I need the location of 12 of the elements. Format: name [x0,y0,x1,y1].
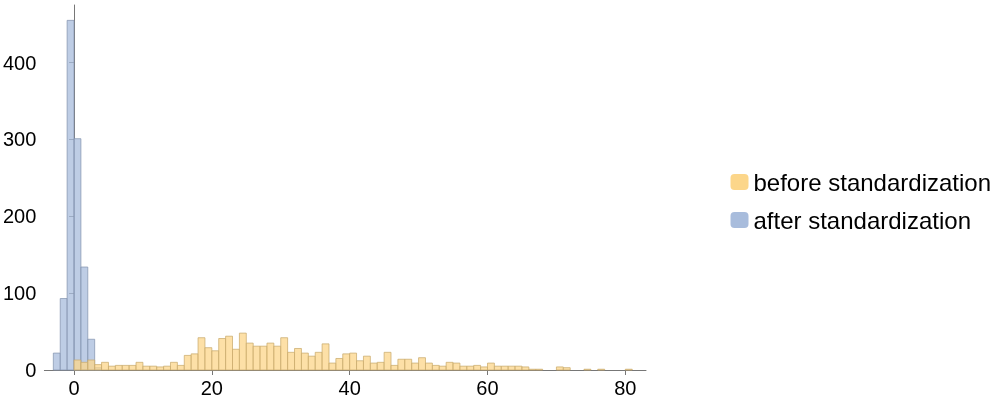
x-tick-label: 40 [338,377,361,399]
y-tick-label: 300 [2,128,37,151]
x-tick-label: 20 [200,377,223,399]
x-tick-label: 0 [68,377,80,399]
legend-label: after standardization [753,206,971,234]
legend-label: before standardization [753,168,992,196]
y-tick-label: 400 [2,51,37,74]
x-tick-label: 60 [476,377,499,399]
y-tick-label: 100 [2,282,37,305]
y-tick-label: 200 [2,205,37,228]
x-tick-label: 80 [614,377,637,399]
y-tick-label: 0 [25,359,37,381]
